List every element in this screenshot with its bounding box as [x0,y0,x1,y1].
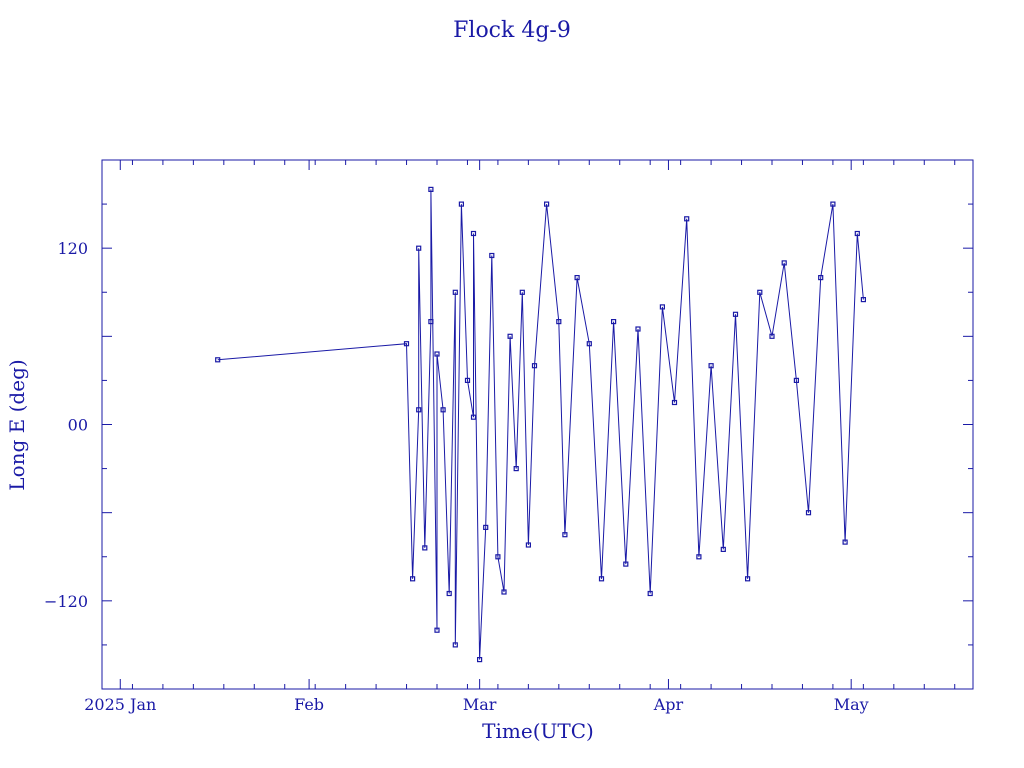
data-point [647,590,653,597]
ticks-layer [102,160,973,689]
data-point [818,275,824,281]
data-point [446,590,452,597]
data-point [805,510,812,516]
data-point [659,304,666,310]
x-tick-label: Mar [463,695,497,714]
data-point [434,351,440,357]
chart-title: Flock 4g-9 [453,18,571,43]
data-point [464,377,471,383]
data-point [513,466,519,472]
data-point [830,201,836,207]
data-point [470,230,477,237]
plot-frame [101,159,974,690]
data-point [556,319,562,325]
labels-layer: −120 00 120 2025 Jan Feb Mar Apr May [44,239,869,714]
data-point [470,414,477,420]
data-point [434,627,440,633]
data-point [477,656,483,663]
x-tick-label: Apr [653,695,684,714]
data-point [489,252,495,259]
data-point [507,333,513,339]
data-point [610,319,617,325]
data-point [793,377,800,383]
y-tick-label: −120 [44,592,88,611]
data-point [543,201,550,207]
x-tick-label: Feb [294,695,324,714]
data-point [452,642,458,648]
data-point [501,589,507,595]
data-point [696,554,702,560]
data-point [452,289,458,295]
data-point [525,542,532,548]
data-point [598,576,605,582]
data-point [483,524,489,531]
data-point [720,546,726,553]
x-tick-label: 2025 Jan [84,695,156,714]
data-point [635,326,641,332]
y-axis-label: Long E (deg) [5,359,29,490]
data-point [428,186,434,192]
data-point [519,289,525,295]
x-axis-label: Time(UTC) [482,719,594,743]
data-point [842,539,848,545]
data-point [860,297,867,303]
data-point [495,554,501,560]
data-point [769,333,775,339]
data-point [562,532,568,538]
data-point [854,230,860,237]
x-tick-label: May [834,695,869,714]
data-point [458,201,464,207]
y-tick-label: 120 [57,239,88,258]
data-point [671,399,678,406]
data-point [744,576,751,582]
data-point [428,319,434,325]
series-line [217,189,864,660]
data-point [708,363,714,369]
data-point [403,341,410,347]
data-point [410,576,416,582]
data-point [623,561,629,567]
data-point [422,545,428,551]
data-point [416,245,422,251]
series-layer [215,186,867,663]
data-point [215,357,221,363]
data-point [684,216,690,222]
y-tick-label: 00 [68,416,88,435]
data-point [531,363,538,369]
data-point [732,311,739,317]
data-point [440,407,446,413]
data-point [574,275,580,281]
data-point [781,260,787,266]
data-point [586,341,592,347]
data-point [416,407,422,413]
data-point [757,289,763,295]
